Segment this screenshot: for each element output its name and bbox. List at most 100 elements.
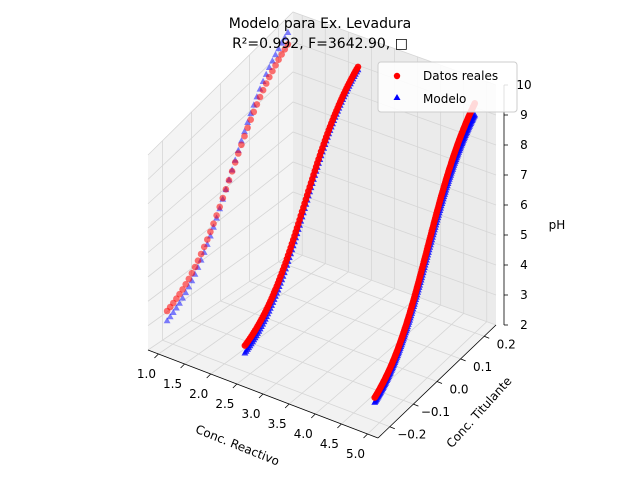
dato-real-point-0-12 bbox=[200, 243, 208, 251]
y-tick-label-4: 0.2 bbox=[497, 337, 516, 351]
x-tick-mark-3 bbox=[232, 383, 238, 389]
dato-real-point-1-89 bbox=[354, 63, 362, 71]
dato-real-point-0-24 bbox=[238, 141, 245, 149]
modelo-point-0-26 bbox=[244, 118, 251, 125]
dato-real-point-0-29 bbox=[253, 101, 261, 108]
x-tick-mark-1 bbox=[180, 363, 185, 369]
dato-real-point-0-9 bbox=[191, 263, 199, 271]
dato-real-point-0-30 bbox=[256, 93, 264, 101]
legend-marker-modelo bbox=[393, 94, 401, 100]
z-tick-label-3: 5 bbox=[520, 228, 528, 242]
dato-real-point-0-17 bbox=[216, 203, 223, 211]
y-tick-mark-1 bbox=[413, 403, 419, 407]
dato-real-point-0-35 bbox=[272, 62, 279, 69]
grid-z-8 bbox=[147, 11, 497, 156]
x-tick-label-2: 2.0 bbox=[189, 387, 208, 401]
dato-real-point-0-26 bbox=[244, 124, 251, 132]
dato-real-point-0-27 bbox=[247, 116, 254, 123]
dato-real-point-0-19 bbox=[222, 186, 230, 193]
grid-z-4 bbox=[147, 131, 497, 253]
x-tick-mark-6 bbox=[310, 413, 316, 419]
dato-real-point-0-23 bbox=[235, 150, 242, 157]
dato-real-point-0-8 bbox=[188, 269, 196, 277]
dato-real-point-0-15 bbox=[210, 220, 217, 227]
y-tick-label-0: −0.2 bbox=[397, 428, 426, 442]
dato-real-point-0-14 bbox=[207, 228, 214, 236]
grid-z-5 bbox=[147, 101, 497, 229]
modelo-point-0-2 bbox=[169, 308, 177, 315]
modelo-point-0-7 bbox=[185, 283, 193, 290]
x-tick-label-7: 4.5 bbox=[320, 437, 339, 451]
modelo-point-2-149 bbox=[471, 111, 479, 118]
legend: Datos reales Modelo bbox=[377, 61, 518, 113]
modelo-point-0-37 bbox=[278, 39, 286, 46]
modelo-point-0-5 bbox=[179, 294, 186, 301]
modelo-point-0-6 bbox=[182, 288, 190, 296]
modelo-point-0-0 bbox=[163, 317, 171, 324]
grid-z-3 bbox=[147, 161, 497, 278]
dato-real-point-0-11 bbox=[197, 250, 205, 258]
z-tick-label-0: 2 bbox=[520, 318, 528, 332]
modelo-point-0-38 bbox=[281, 34, 289, 41]
dato-real-point-0-32 bbox=[262, 80, 270, 87]
x-tick-label-0: 1.0 bbox=[137, 367, 156, 381]
chart-title-line2: R²=0.992, F=3642.90, □ bbox=[232, 36, 408, 52]
z-tick-label-6: 8 bbox=[520, 138, 528, 152]
dato-real-point-0-6 bbox=[182, 281, 189, 288]
grid-z-1 bbox=[147, 221, 497, 326]
data-marks bbox=[163, 28, 479, 405]
y-tick-mark-4 bbox=[484, 335, 490, 339]
z-tick-label-7: 9 bbox=[520, 108, 528, 122]
dato-real-point-0-16 bbox=[213, 212, 220, 219]
dato-real-point-0-5 bbox=[179, 286, 186, 293]
z-axis-label: pH bbox=[549, 218, 566, 232]
x-tick-label-1: 1.5 bbox=[163, 377, 182, 391]
modelo-point-0-39 bbox=[284, 28, 292, 35]
x-tick-mark-0 bbox=[154, 353, 159, 359]
dato-real-point-0-25 bbox=[241, 132, 248, 140]
dato-real-point-0-7 bbox=[185, 275, 193, 283]
dato-real-point-0-13 bbox=[204, 236, 211, 243]
x-tick-mark-5 bbox=[284, 403, 290, 409]
dato-real-point-0-28 bbox=[250, 108, 258, 116]
dato-real-point-0-37 bbox=[278, 51, 286, 58]
dato-real-point-0-39 bbox=[284, 41, 292, 48]
legend-frame bbox=[377, 61, 518, 113]
dato-real-point-0-31 bbox=[259, 86, 267, 94]
legend-label-modelo: Modelo bbox=[423, 92, 466, 106]
dato-real-point-0-38 bbox=[281, 46, 289, 53]
y-tick-mark-0 bbox=[389, 426, 395, 430]
modelo-point-0-36 bbox=[275, 45, 282, 52]
grid-z-6 bbox=[147, 71, 497, 205]
y-tick-mark-3 bbox=[460, 358, 466, 362]
x-tick-label-6: 4.0 bbox=[294, 427, 313, 441]
legend-label-datos-reales: Datos reales bbox=[423, 69, 498, 83]
x-tick-label-3: 2.5 bbox=[215, 397, 234, 411]
modelo-point-0-34 bbox=[269, 57, 276, 64]
y-tick-label-2: 0.0 bbox=[449, 383, 468, 397]
modelo-point-0-3 bbox=[173, 304, 180, 311]
dato-real-point-0-22 bbox=[231, 159, 239, 166]
dato-real-point-0-4 bbox=[176, 290, 183, 298]
dato-real-point-0-10 bbox=[194, 257, 202, 265]
tick-labels: 1.0 1.5 2.0 2.5 3.0 3.5 4.0 4.5 5.0 −0.2 −0.1 0.0 0.… bbox=[137, 78, 532, 461]
modelo-point-0-1 bbox=[166, 313, 174, 320]
z-tick-label-5: 7 bbox=[520, 168, 528, 182]
x-tick-mark-2 bbox=[206, 373, 212, 379]
dato-real-point-0-20 bbox=[225, 177, 233, 184]
x-tick-mark-7 bbox=[337, 423, 342, 429]
z-tick-label-8: 10 bbox=[516, 78, 531, 92]
chart-title-line1: Modelo para Ex. Levadura bbox=[229, 16, 411, 32]
z-tick-label-2: 4 bbox=[520, 258, 528, 272]
dato-real-point-0-21 bbox=[228, 168, 236, 175]
modelo-point-0-25 bbox=[241, 127, 248, 135]
modelo-point-0-24 bbox=[238, 137, 245, 144]
x-tick-mark-4 bbox=[258, 393, 264, 399]
dato-real-point-0-18 bbox=[219, 194, 227, 202]
modelo-point-0-4 bbox=[176, 299, 183, 306]
dato-real-point-0-36 bbox=[275, 56, 282, 63]
modelo-point-0-35 bbox=[272, 51, 279, 58]
y-tick-label-1: −0.1 bbox=[421, 405, 450, 419]
series-datos-reales bbox=[163, 41, 479, 401]
